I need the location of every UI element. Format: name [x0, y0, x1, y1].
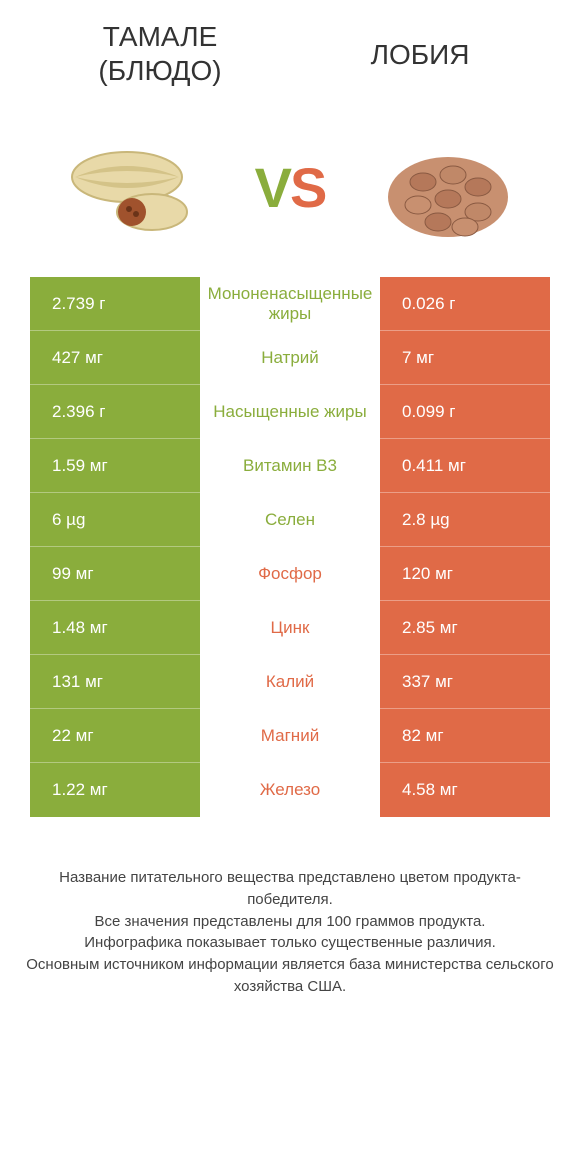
table-row: 6 µgСелен2.8 µg: [30, 493, 550, 547]
image-row: VS: [0, 97, 580, 277]
cell-mid: Цинк: [200, 601, 380, 655]
table-row: 131 мгКалий337 мг: [30, 655, 550, 709]
table-row: 22 мгМагний82 мг: [30, 709, 550, 763]
header-row: ТАМАЛЕ (БЛЮДО) ЛОБИЯ: [0, 0, 580, 97]
header-left: ТАМАЛЕ (БЛЮДО): [30, 20, 290, 87]
footer-line1: Название питательного вещества представл…: [59, 869, 521, 908]
cell-right: 0.411 мг: [380, 439, 550, 493]
table-row: 1.59 мгВитамин B30.411 мг: [30, 439, 550, 493]
cell-right: 2.85 мг: [380, 601, 550, 655]
cell-mid: Фосфор: [200, 547, 380, 601]
cell-right: 120 мг: [380, 547, 550, 601]
vs-s: S: [290, 156, 325, 219]
vs-label: VS: [255, 155, 326, 220]
table-row: 99 мгФосфор120 мг: [30, 547, 550, 601]
beans-image: [345, 127, 550, 247]
table-row: 2.739 гМононенасыщенные жиры0.026 г: [30, 277, 550, 331]
cell-left: 1.48 мг: [30, 601, 200, 655]
cell-right: 4.58 мг: [380, 763, 550, 817]
cell-mid: Натрий: [200, 331, 380, 385]
cell-mid: Насыщенные жиры: [200, 385, 380, 439]
nutrition-table: 2.739 гМононенасыщенные жиры0.026 г427 м…: [0, 277, 580, 817]
cell-right: 2.8 µg: [380, 493, 550, 547]
cell-left: 2.396 г: [30, 385, 200, 439]
cell-mid: Железо: [200, 763, 380, 817]
cell-mid: Селен: [200, 493, 380, 547]
header-left-line2: (БЛЮДО): [98, 55, 221, 86]
table-row: 427 мгНатрий7 мг: [30, 331, 550, 385]
cell-left: 99 мг: [30, 547, 200, 601]
cell-left: 1.59 мг: [30, 439, 200, 493]
cell-right: 337 мг: [380, 655, 550, 709]
cell-left: 427 мг: [30, 331, 200, 385]
vs-v: V: [255, 156, 290, 219]
cell-mid: Магний: [200, 709, 380, 763]
footer-line4: Основным источником информации является …: [26, 956, 553, 995]
header-left-line1: ТАМАЛЕ: [103, 21, 218, 52]
table-row: 1.22 мгЖелезо4.58 мг: [30, 763, 550, 817]
footer-line3: Инфографика показывает только существенн…: [84, 934, 496, 951]
table-row: 1.48 мгЦинк2.85 мг: [30, 601, 550, 655]
cell-left: 2.739 г: [30, 277, 200, 331]
tamale-image: [30, 127, 235, 247]
cell-left: 6 µg: [30, 493, 200, 547]
cell-mid: Витамин B3: [200, 439, 380, 493]
cell-right: 7 мг: [380, 331, 550, 385]
cell-right: 0.099 г: [380, 385, 550, 439]
footer-line2: Все значения представлены для 100 граммо…: [95, 913, 486, 930]
cell-mid: Мононенасыщенные жиры: [200, 277, 380, 331]
cell-left: 22 мг: [30, 709, 200, 763]
cell-right: 0.026 г: [380, 277, 550, 331]
cell-left: 1.22 мг: [30, 763, 200, 817]
footer: Название питательного вещества представл…: [0, 817, 580, 1018]
cell-right: 82 мг: [380, 709, 550, 763]
cell-left: 131 мг: [30, 655, 200, 709]
cell-mid: Калий: [200, 655, 380, 709]
table-row: 2.396 гНасыщенные жиры0.099 г: [30, 385, 550, 439]
header-right: ЛОБИЯ: [290, 20, 550, 87]
